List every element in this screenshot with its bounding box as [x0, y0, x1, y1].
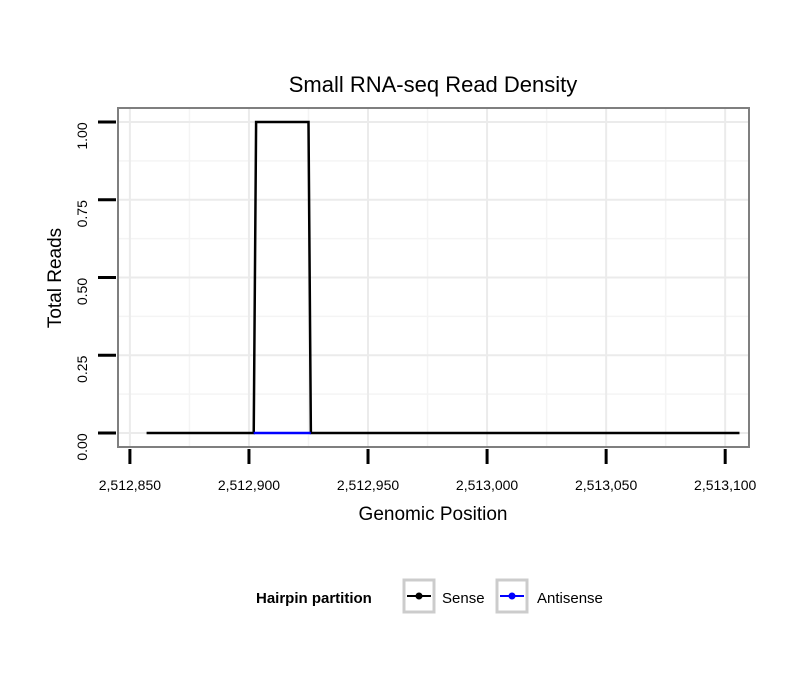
x-axis-title: Genomic Position [359, 504, 508, 525]
legend-title: Hairpin partition [256, 590, 372, 607]
y-tick-label: 0.50 [74, 278, 90, 305]
y-tick-label: 0.75 [74, 200, 90, 227]
grid [118, 108, 749, 447]
legend-item-antisense: Antisense [495, 578, 603, 614]
x-tick-label: 2,513,050 [575, 477, 637, 493]
x-tick-label: 2,512,900 [218, 477, 280, 493]
plot-border [117, 107, 750, 448]
series-layer [146, 120, 740, 435]
y-tick-label: 1.00 [74, 122, 90, 149]
x-tick-label: 2,513,100 [694, 477, 756, 493]
y-tick-label: 0.25 [74, 355, 90, 382]
legend-item-sense: Sense [402, 578, 485, 614]
legend-point-sense [415, 592, 423, 600]
y-axis-title: Total Reads [45, 228, 66, 328]
series-line-sense [146, 120, 740, 435]
legend-point-antisense [508, 592, 516, 600]
legend: Hairpin partition Sense Antisense [256, 578, 603, 614]
x-axis: 2,512,850 2,512,900 2,512,950 2,513,000 2,51… [99, 449, 757, 493]
legend-label-sense: Sense [442, 590, 485, 607]
x-tick-label: 2,512,850 [99, 477, 161, 493]
x-tick-label: 2,512,950 [337, 477, 399, 493]
y-tick-label: 0.00 [74, 433, 90, 460]
chart-title: Small RNA-seq Read Density [289, 72, 578, 97]
y-axis: 0.00 0.25 0.50 0.75 1.00 [74, 120, 116, 461]
legend-label-antisense: Antisense [537, 590, 603, 607]
x-tick-label: 2,513,000 [456, 477, 518, 493]
